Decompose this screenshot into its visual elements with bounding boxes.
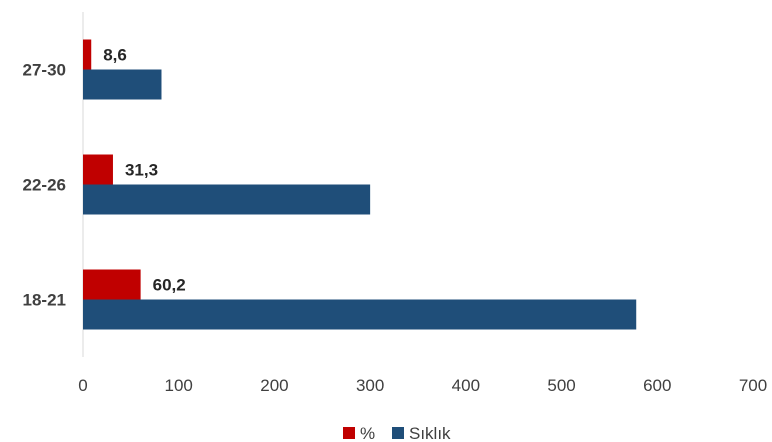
legend: % Sıklık	[343, 424, 451, 442]
x-tick-label: 0	[78, 376, 87, 395]
data-label-percent: 31,3	[125, 161, 158, 180]
legend-swatch-percent	[343, 427, 355, 439]
category-label: 27-30	[23, 61, 66, 80]
legend-swatch-siklik	[392, 427, 404, 439]
category-label: 22-26	[23, 176, 66, 195]
data-label-percent: 8,6	[103, 46, 127, 65]
labels-layer: 0 100 200 300 400 500 600 700 18-21 60,2 22-26 31,3…	[23, 46, 768, 396]
x-tick-label: 100	[165, 376, 193, 395]
x-tick-label: 700	[739, 376, 767, 395]
x-tick-label: 500	[547, 376, 575, 395]
bar-percent	[83, 269, 141, 300]
data-label-percent: 60,2	[153, 276, 186, 295]
legend-label-percent: %	[360, 424, 375, 442]
legend-label-siklik: Sıklık	[409, 424, 451, 442]
bar-percent	[83, 39, 92, 70]
bars-layer	[83, 39, 637, 330]
x-tick-label: 600	[643, 376, 671, 395]
x-tick-label: 400	[452, 376, 480, 395]
category-label: 18-21	[23, 291, 66, 310]
x-tick-label: 200	[260, 376, 288, 395]
bar-siklik	[83, 184, 371, 215]
x-tick-label: 300	[356, 376, 384, 395]
bar-percent	[83, 154, 113, 185]
bar-siklik	[83, 299, 637, 330]
bar-siklik	[83, 69, 162, 100]
